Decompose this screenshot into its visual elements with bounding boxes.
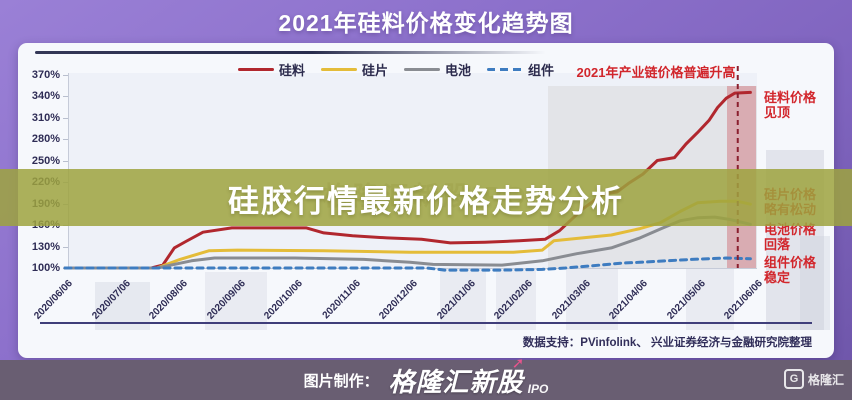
skyline-building [205, 272, 267, 330]
legend-label: 硅片 [362, 63, 389, 78]
legend-item-组件: 组件 [487, 60, 554, 79]
y-axis-tick [63, 268, 68, 269]
legend-label: 硅料 [279, 63, 306, 78]
legend-item-硅料: 硅料 [238, 60, 305, 79]
y-axis-tick [63, 246, 68, 248]
legend-swatch-icon [321, 68, 358, 71]
annotation-2021-rise: 2021年产业链价格普遍升高 [576, 65, 736, 80]
legend-swatch-icon [487, 68, 524, 71]
page-title: 2021年硅料价格变化趋势图 [278, 10, 574, 36]
legend-swatch-icon [404, 68, 441, 71]
side-annotation-line: 回落 [764, 237, 791, 252]
brand-wrap: 格隆汇新股 ➚ IPO [388, 355, 549, 399]
up-arrow-icon: ➚ [511, 354, 525, 372]
side-annotation: 电池价格 回落 [764, 222, 850, 252]
y-axis-label: 280% [31, 133, 60, 145]
logo-text: 格隆汇 [807, 372, 844, 387]
side-annotation-line: 见顶 [764, 105, 791, 120]
side-annotation-line: 稳定 [764, 270, 791, 285]
maker-label: 图片制作： [303, 372, 379, 390]
side-annotation-line: 组件价格 [764, 255, 817, 270]
side-annotation: 硅料价格 见顶 [764, 90, 850, 120]
y-axis-label: 370% [31, 68, 60, 81]
y-axis-tick [63, 139, 68, 140]
brand-logo-text: 格隆汇新股 [388, 366, 524, 397]
brand-sub-label: IPO [527, 381, 549, 396]
side-annotation-line: 硅料价格 [764, 90, 817, 105]
legend-item-硅片: 硅片 [321, 60, 388, 79]
footer-divider [40, 322, 812, 324]
corner-watermark-logo: G 格隆汇 [783, 369, 844, 389]
legend-label: 组件 [528, 63, 555, 78]
legend-swatch-icon [238, 68, 274, 71]
legend: 硅料 硅片 电池 组件 [238, 60, 554, 79]
y-axis-label: 250% [31, 154, 60, 167]
legend-label: 电池 [445, 63, 472, 78]
side-annotation: 组件价格 稳定 [764, 255, 850, 285]
y-axis-tick [63, 74, 68, 76]
data-source-text: 数据支持：PVinfolink、 兴业证券经济与金融研究院整理 [522, 337, 812, 349]
logo-g-icon: G [783, 369, 804, 389]
y-axis-tick [63, 117, 68, 119]
bottom-bar: 图片制作： 格隆汇新股 ➚ IPO [0, 355, 852, 400]
headline-text: 硅胶行情最新价格走势分析 [228, 183, 624, 219]
skyline-building [566, 262, 618, 330]
y-axis-label: 100% [31, 262, 60, 274]
skyline-building [800, 236, 830, 330]
skyline-building [496, 268, 536, 330]
y-axis-tick [63, 96, 68, 97]
x-axis [68, 268, 757, 269]
card-top-divider [35, 51, 590, 54]
y-axis-label: 130% [31, 240, 60, 253]
legend-item-电池: 电池 [404, 60, 471, 79]
y-axis-tick [63, 160, 68, 162]
y-axis-label: 310% [31, 111, 60, 124]
y-axis-label: 340% [31, 90, 60, 102]
